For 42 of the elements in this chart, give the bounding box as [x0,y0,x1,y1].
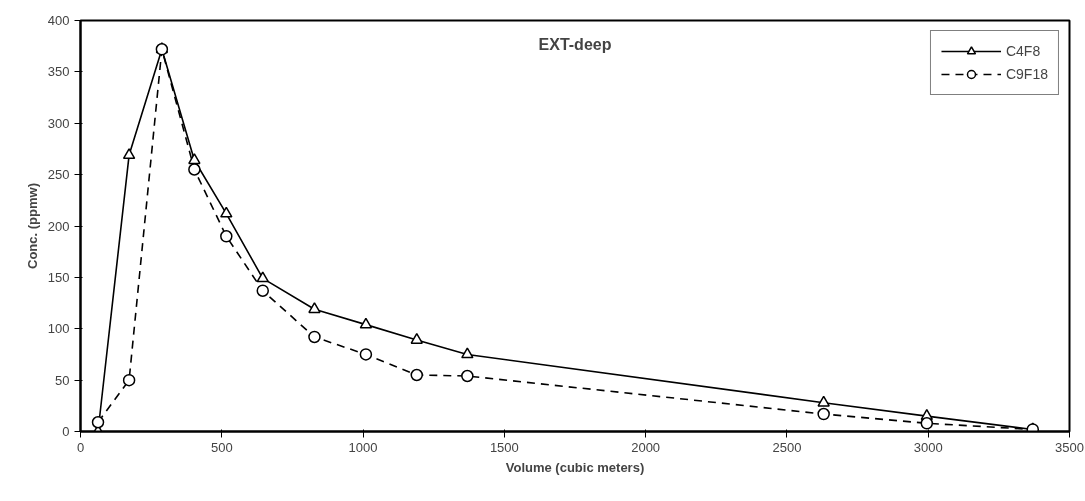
point [256,271,270,283]
x-tick-label: 1000 [348,439,378,455]
x-tick-label: 1500 [489,439,519,455]
point [817,407,830,421]
y-tick-label: 150 [47,269,70,285]
x-tick-label: 2000 [631,439,661,455]
point [308,302,321,314]
x-tick-label: 2500 [772,439,802,455]
y-tick-label: 400 [47,13,70,28]
y-tick-label: 0 [62,424,70,439]
x-tick-label: 500 [210,439,233,455]
x-tick-label: 0 [76,439,85,455]
y-tick-label: 200 [47,218,70,234]
point [188,153,201,165]
x-tick-label: 3500 [1055,439,1084,455]
point [308,330,321,344]
y-tick-label: 250 [47,167,70,183]
point [122,373,136,387]
x-axis-title: Volume (cubic meters) [505,459,645,475]
point [122,148,136,160]
point [410,332,424,344]
legend-label: C4F8 [1005,43,1041,59]
point [461,369,474,383]
text: EXT-deep [538,35,612,53]
point [920,417,934,430]
y-tick-label: 100 [47,321,70,337]
point [359,348,373,361]
y-tick-label: 300 [47,115,70,131]
y-tick-label: 350 [47,64,70,80]
point [256,284,270,297]
y-tick-label: 50 [55,372,70,388]
point [461,347,474,359]
point [220,230,233,243]
point [410,368,424,382]
y-axis-title: Conc. (ppmw) [24,183,40,269]
x-tick-label: 3000 [913,439,943,455]
point [817,395,830,407]
point [220,206,233,218]
legend-label: C9F18 [1005,66,1048,82]
point [91,416,105,429]
point [359,317,373,329]
point [188,163,201,176]
